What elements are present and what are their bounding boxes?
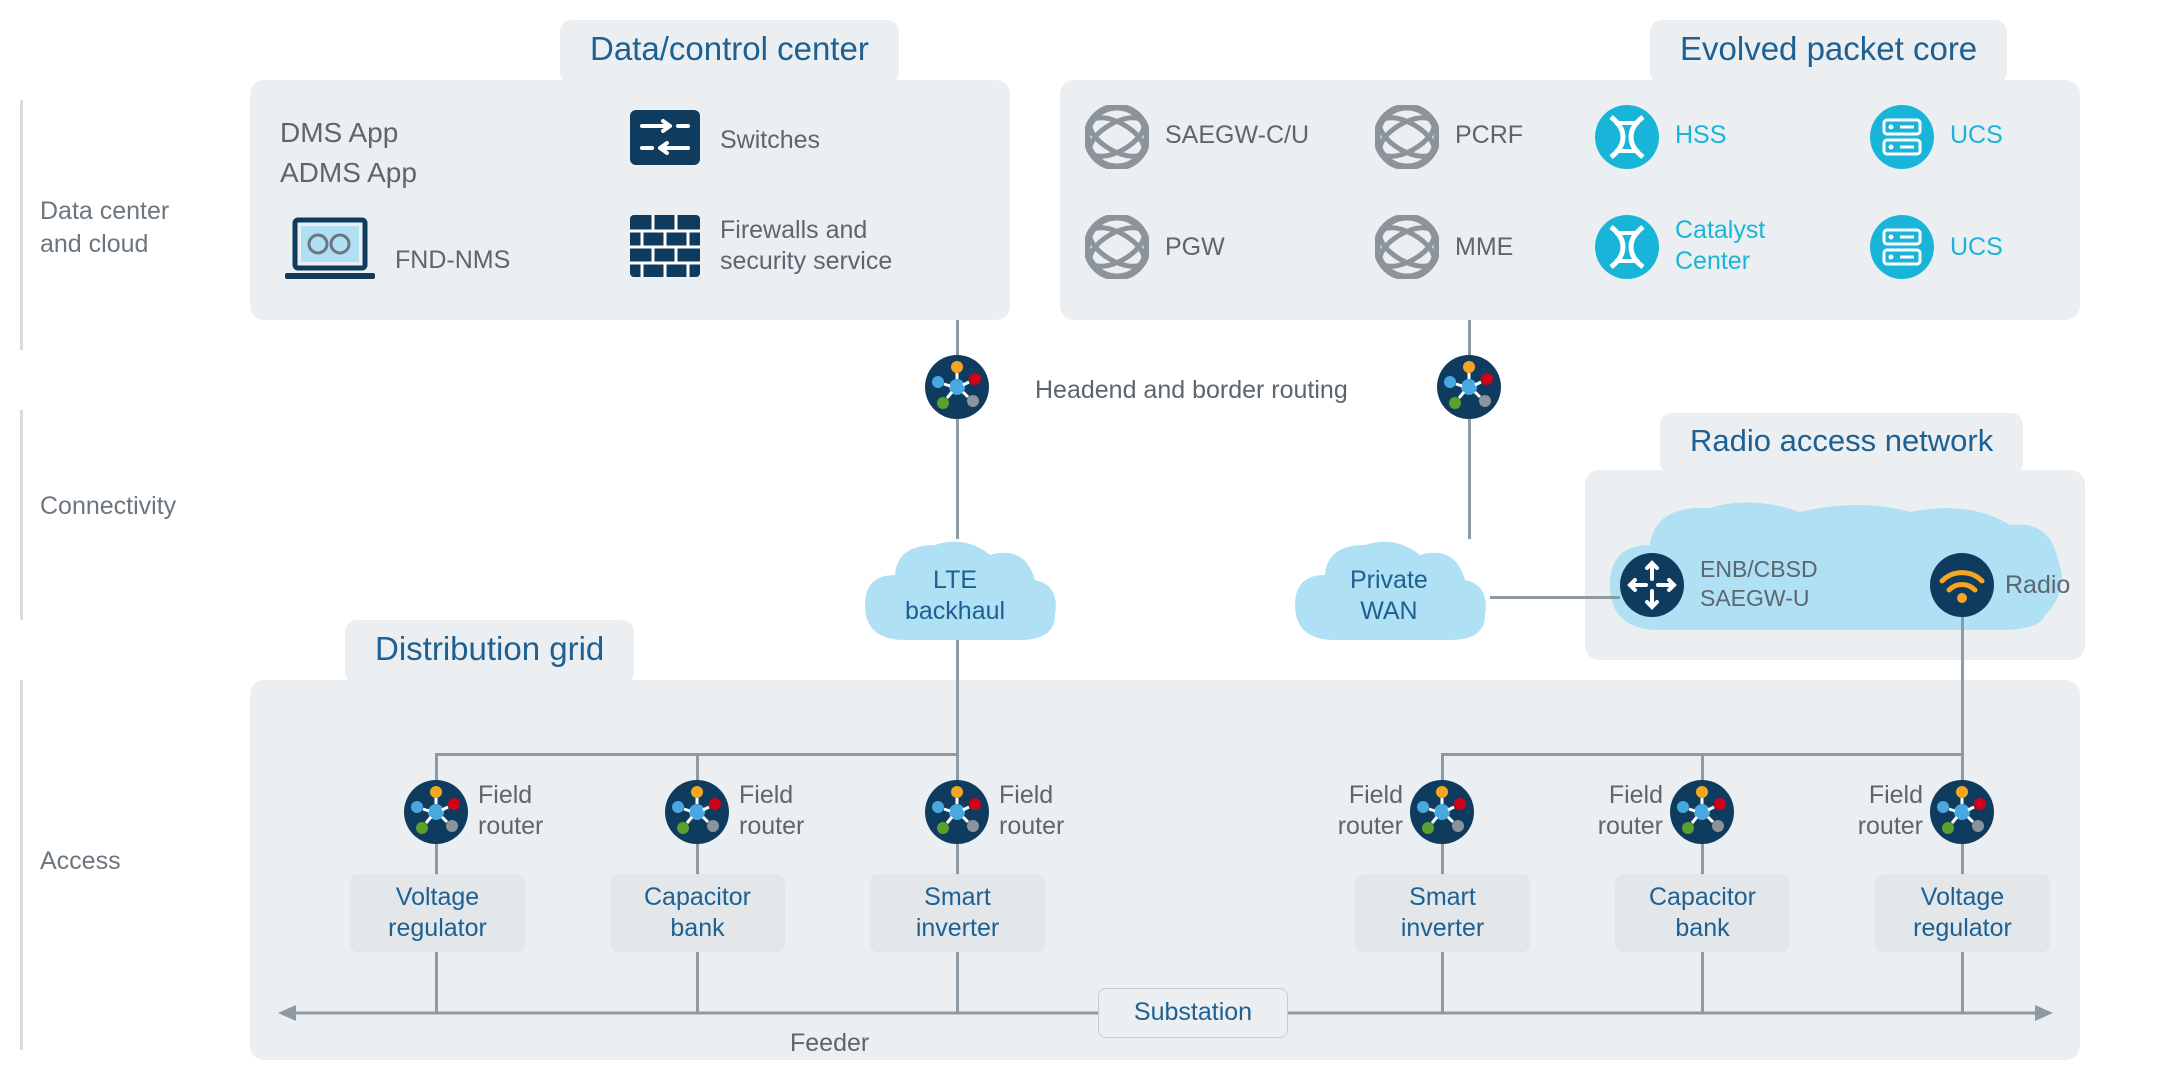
radio-label: Radio bbox=[2005, 570, 2070, 601]
router-icon bbox=[404, 780, 468, 844]
conn-line bbox=[1441, 844, 1444, 874]
router-icon bbox=[1410, 780, 1474, 844]
fnd-nms-label: FND-NMS bbox=[395, 245, 510, 276]
field-router-label: Fieldrouter bbox=[1333, 780, 1403, 843]
switches-icon bbox=[630, 110, 700, 165]
enb-label: ENB/CBSDSAEGW-U bbox=[1700, 555, 1818, 613]
dna-icon bbox=[1595, 215, 1659, 279]
conn-line bbox=[1961, 617, 1964, 755]
headend-label: Headend and border routing bbox=[1035, 375, 1348, 406]
layer-label-datacenter: Data centerand cloud bbox=[40, 195, 169, 260]
conn-line bbox=[956, 844, 959, 874]
device-cap: Capacitorbank bbox=[610, 874, 785, 952]
conn-line bbox=[1441, 753, 1444, 783]
conn-line bbox=[435, 753, 438, 783]
globe-icon bbox=[1085, 105, 1149, 169]
panel-title-epc: Evolved packet core bbox=[1650, 20, 2007, 84]
saegw-label: SAEGW-C/U bbox=[1165, 120, 1309, 151]
conn-line bbox=[1961, 753, 1964, 783]
field-router-label: Fieldrouter bbox=[1593, 780, 1663, 843]
firewalls-label: Firewalls andsecurity service bbox=[720, 215, 892, 278]
conn-line bbox=[956, 753, 959, 783]
conn-line bbox=[1468, 320, 1471, 360]
server-icon bbox=[1870, 105, 1934, 169]
firewall-icon bbox=[630, 215, 700, 277]
substation-box: Substation bbox=[1098, 988, 1288, 1038]
conn-line bbox=[696, 844, 699, 874]
panel-title-datacontrol: Data/control center bbox=[560, 20, 899, 84]
layer-bar-1 bbox=[20, 100, 23, 350]
pgw-label: PGW bbox=[1165, 232, 1225, 263]
conn-line bbox=[956, 419, 959, 539]
field-router-label: Fieldrouter bbox=[739, 780, 804, 843]
conn-line bbox=[1490, 596, 1620, 599]
router-icon bbox=[1437, 355, 1501, 419]
globe-icon bbox=[1085, 215, 1149, 279]
router-icon bbox=[1930, 780, 1994, 844]
wifi-icon bbox=[1930, 553, 1994, 617]
dna-icon bbox=[1595, 105, 1659, 169]
conn-line bbox=[1701, 844, 1704, 874]
conn-line bbox=[1468, 419, 1471, 539]
laptop-icon bbox=[285, 215, 375, 285]
panel-title-ran: Radio access network bbox=[1660, 413, 2023, 475]
conn-line bbox=[435, 844, 438, 874]
conn-line bbox=[956, 320, 959, 360]
ucs1-label: UCS bbox=[1950, 120, 2003, 151]
layer-bar-2 bbox=[20, 410, 23, 620]
ucs2-label: UCS bbox=[1950, 232, 2003, 263]
field-router-label: Fieldrouter bbox=[1853, 780, 1923, 843]
device-vreg: Voltageregulator bbox=[350, 874, 525, 952]
router-icon bbox=[1670, 780, 1734, 844]
globe-icon bbox=[1375, 105, 1439, 169]
adms-app-label: ADMS App bbox=[280, 155, 417, 190]
layer-label-access: Access bbox=[40, 845, 121, 878]
conn-line bbox=[1701, 753, 1704, 783]
switches-label: Switches bbox=[720, 125, 820, 156]
dms-app-label: DMS App bbox=[280, 115, 398, 150]
conn-line bbox=[956, 640, 959, 755]
lte-label: LTEbackhaul bbox=[905, 565, 1005, 628]
pwan-label: PrivateWAN bbox=[1350, 565, 1428, 628]
device-smart-r: Smartinverter bbox=[1355, 874, 1530, 952]
panel-title-distgrid: Distribution grid bbox=[345, 620, 634, 684]
pcrf-label: PCRF bbox=[1455, 120, 1523, 151]
hss-label: HSS bbox=[1675, 120, 1726, 151]
conn-line bbox=[1961, 844, 1964, 874]
server-icon bbox=[1870, 215, 1934, 279]
arrows-icon bbox=[1620, 553, 1684, 617]
feeder-label: Feeder bbox=[790, 1028, 869, 1059]
layer-label-connectivity: Connectivity bbox=[40, 490, 176, 523]
device-cap-r: Capacitorbank bbox=[1615, 874, 1790, 952]
globe-icon bbox=[1375, 215, 1439, 279]
router-icon bbox=[925, 780, 989, 844]
router-icon bbox=[665, 780, 729, 844]
catalyst-label: CatalystCenter bbox=[1675, 215, 1765, 278]
mme-label: MME bbox=[1455, 232, 1513, 263]
conn-line bbox=[696, 753, 699, 783]
field-router-label: Fieldrouter bbox=[478, 780, 543, 843]
layer-bar-3 bbox=[20, 680, 23, 1050]
router-icon bbox=[925, 355, 989, 419]
device-smart: Smartinverter bbox=[870, 874, 1045, 952]
field-router-label: Fieldrouter bbox=[999, 780, 1064, 843]
device-vreg-r: Voltageregulator bbox=[1875, 874, 2050, 952]
